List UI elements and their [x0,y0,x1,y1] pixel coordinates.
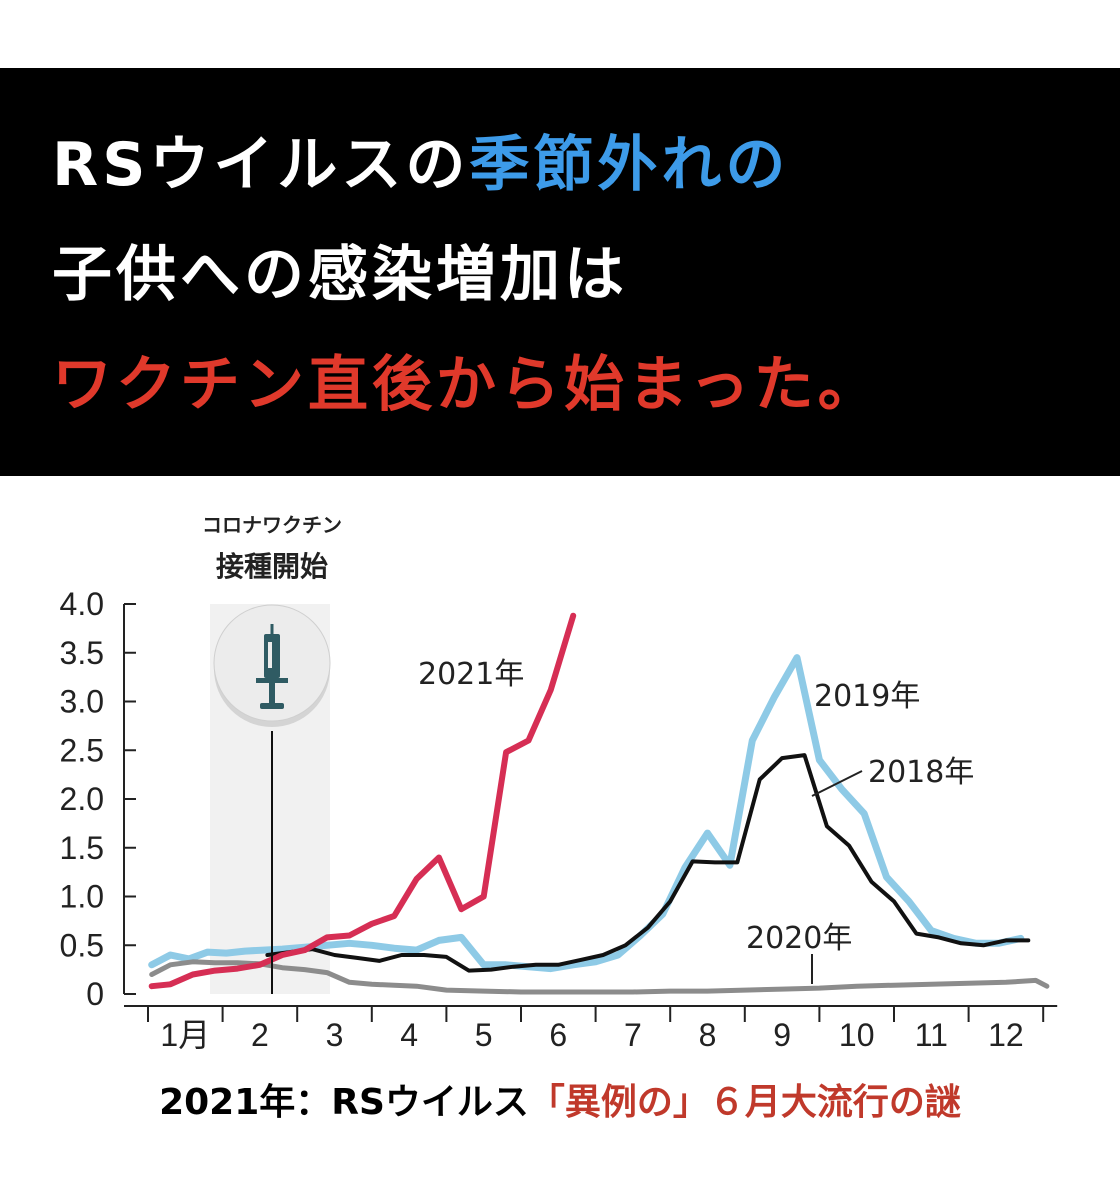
annotation-small-label: コロナワクチン [202,513,342,537]
series-layer [148,612,1050,995]
rs-virus-line-chart: 4.0 3.5 3.0 2.5 2.0 1.5 1.0 0.5 0 1月 2 3 4 5 6 7 8 9 10 11 1… [60,513,1058,1053]
annotation-large-label: 接種開始 [216,550,328,583]
leader-2018 [811,770,863,797]
x-tick-label: 5 [475,1017,493,1053]
series-label-2: 2020年 [746,921,852,956]
series-label-3: 2021年 [418,657,524,692]
x-tick-label: 8 [699,1017,717,1053]
series-label-0: 2019年 [814,679,920,714]
x-tick-label: 3 [326,1017,344,1053]
x-tick-label: 11 [915,1017,948,1053]
headline-banner [0,68,1120,476]
caption-part2: 「異例の」６月大流行の謎 [528,1082,961,1123]
y-tick-label: 1.0 [60,879,104,915]
caption-part1: 2021年：RSウイルス [159,1082,529,1123]
x-tick-label: 7 [624,1017,642,1053]
x-tick-label: 4 [400,1017,418,1053]
axis-layer: 4.0 3.5 3.0 2.5 2.0 1.5 1.0 0.5 0 1月 2 3 4 5 6 7 8 9 10 11 1… [60,586,1058,1053]
y-tick-label: 1.5 [60,830,104,866]
series-labels: 2019年 2018年 2020年 2021年 [418,657,974,984]
syringe-icon [213,604,331,727]
x-tick-label: 10 [839,1017,875,1053]
caption: 2021年：RSウイルス「異例の」６月大流行の謎 [0,1080,1120,1126]
headline-line1-part1: RSウイルスの [52,130,470,200]
y-tick-label: 4.0 [60,586,104,622]
x-tick-label: 9 [773,1017,791,1053]
x-tick-label: 1月 [160,1017,210,1053]
series-label-1: 2018年 [868,755,974,790]
y-tick-label: 2.5 [60,732,104,768]
headline-line1: RSウイルスの季節外れの [52,130,789,200]
y-tick-label: 3.5 [60,635,104,671]
y-tick-label: 3.0 [60,684,104,720]
y-tick-label: 2.0 [60,781,104,817]
y-tick-label: 0 [86,976,104,1012]
series-line-3 [148,612,577,990]
x-tick-label: 2 [251,1017,269,1053]
series-line-1 [265,753,1031,973]
headline-line2: 子供への感染増加は [52,240,628,310]
headline-line1-part2: 季節外れの [469,130,790,200]
x-tick-label: 12 [988,1017,1024,1053]
x-tick-label: 6 [549,1017,567,1053]
y-tick-label: 0.5 [60,927,104,963]
series-line-0 [148,654,1025,973]
headline-line3: ワクチン直後から始まった。 [52,350,882,420]
